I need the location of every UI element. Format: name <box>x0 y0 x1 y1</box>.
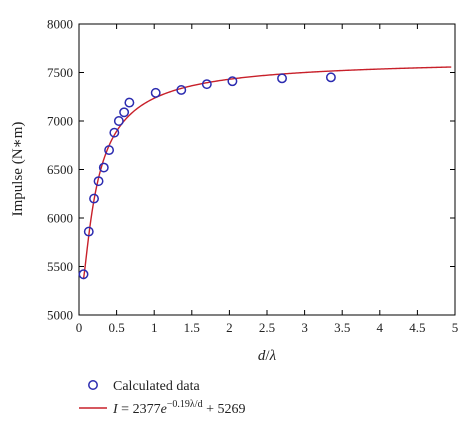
x-axis-title-slash: / <box>265 348 270 364</box>
data-point <box>150 87 161 98</box>
data-point <box>109 127 120 138</box>
y-axis: 5000 5500 6000 6500 7000 7500 8000 <box>47 17 455 323</box>
data-point <box>201 79 212 90</box>
y-tick-label: 8000 <box>47 17 73 32</box>
y-axis-title: Impulse (N∗m) <box>10 122 26 217</box>
data-point <box>227 76 238 87</box>
legend-fit-e: e <box>161 402 167 417</box>
x-tick-label: 3.5 <box>334 320 350 335</box>
x-axis: 0 0.5 1 1.5 2 2.5 3 3.5 4 4.5 5 <box>76 24 459 335</box>
legend-fit-eq: = 2377 <box>118 402 161 417</box>
x-tick-label: 4.5 <box>409 320 425 335</box>
data-point <box>98 162 109 173</box>
y-tick-label: 5000 <box>47 308 73 323</box>
x-tick-label: 3 <box>301 320 308 335</box>
legend-fit-tail: + 5269 <box>203 402 246 417</box>
legend-marker-circle <box>88 380 98 390</box>
data-point <box>89 193 99 204</box>
x-axis-title: d/λ <box>258 348 277 364</box>
fit-curve <box>82 66 452 280</box>
x-axis-title-lambda: λ <box>269 348 277 364</box>
x-tick-label: 5 <box>452 320 459 335</box>
x-tick-label: 2 <box>226 320 233 335</box>
data-point <box>83 226 94 237</box>
data-point <box>119 107 130 118</box>
data-points-layer <box>78 72 336 280</box>
x-tick-label: 1.5 <box>184 320 200 335</box>
data-point <box>176 85 187 95</box>
data-point <box>104 145 115 156</box>
y-tick-label: 7000 <box>47 114 73 129</box>
data-point <box>78 269 89 280</box>
y-tick-label: 6500 <box>47 162 73 177</box>
x-tick-label: 0.5 <box>108 320 124 335</box>
data-point <box>113 116 124 126</box>
y-tick-label: 6000 <box>47 211 73 226</box>
x-tick-label: 0 <box>76 320 83 335</box>
x-tick-label: 2.5 <box>259 320 275 335</box>
data-point <box>325 72 336 83</box>
data-point <box>277 73 287 84</box>
data-point <box>124 97 135 108</box>
legend: Calculated data I = 2377e−0.19λ/d + 5269 <box>79 379 245 417</box>
y-tick-label: 7500 <box>47 65 73 80</box>
plot-area <box>78 23 456 316</box>
x-tick-label: 1 <box>151 320 158 335</box>
x-axis-title-d: d <box>258 348 266 364</box>
data-point <box>93 176 104 187</box>
legend-fit-exponent: −0.19λ/d <box>167 399 203 410</box>
x-tick-label: 4 <box>377 320 384 335</box>
legend-label-calculated: Calculated data <box>113 379 200 394</box>
fit-curve-layer <box>82 66 452 280</box>
legend-label-fit: I = 2377e−0.19λ/d + 5269 <box>112 399 245 417</box>
y-tick-label: 5500 <box>47 259 73 274</box>
legend-fit-lhs: I <box>112 402 119 417</box>
